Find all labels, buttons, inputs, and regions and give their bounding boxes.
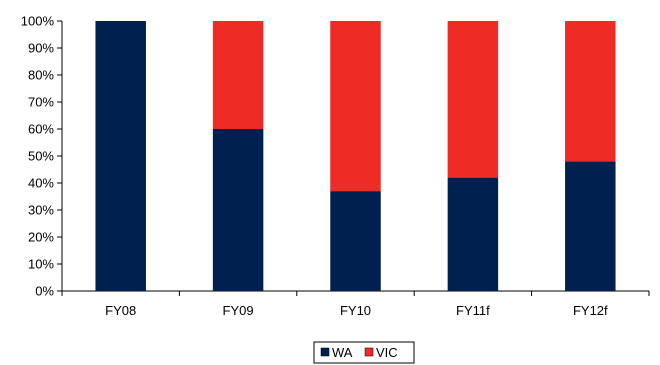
x-tick-label: FY12f bbox=[573, 303, 608, 318]
bar-vic-fy10 bbox=[330, 21, 381, 192]
legend-swatch-vic bbox=[364, 347, 374, 357]
x-axis: FY08 FY09 FY10 FY11f FY12f bbox=[61, 290, 650, 318]
x-tick-label: FY10 bbox=[340, 303, 371, 318]
y-tick-label: 10% bbox=[28, 257, 54, 272]
y-tick-label: 60% bbox=[28, 122, 54, 137]
bar-wa-fy11f bbox=[447, 177, 499, 291]
bar-wa-fy09 bbox=[212, 129, 264, 291]
x-tick-label: FY11f bbox=[456, 303, 490, 318]
legend-label-wa: WA bbox=[332, 345, 353, 360]
x-tick-label: FY09 bbox=[223, 303, 254, 318]
bars bbox=[95, 21, 616, 291]
bar-vic-fy09 bbox=[212, 21, 264, 129]
y-tick-label: 40% bbox=[28, 176, 54, 191]
bar-wa-fy12f bbox=[565, 161, 616, 291]
legend-box bbox=[313, 341, 415, 364]
legend-swatch-wa bbox=[320, 347, 330, 357]
y-tick-label: 90% bbox=[28, 41, 54, 56]
y-tick-label: 100% bbox=[21, 14, 55, 29]
y-axis: 0% 10% 20% 30% 40% 50% 60% 70% 80% 90% 100% bbox=[21, 14, 63, 299]
y-tick-label: 80% bbox=[28, 68, 54, 83]
bar-wa-fy08 bbox=[95, 21, 146, 291]
y-tick-label: 30% bbox=[28, 203, 54, 218]
y-tick-label: 50% bbox=[28, 149, 54, 164]
bar-wa-fy10 bbox=[330, 191, 381, 291]
y-tick-label: 0% bbox=[35, 284, 54, 299]
x-tick-label: FY08 bbox=[105, 303, 136, 318]
legend-label-vic: VIC bbox=[376, 345, 398, 360]
bar-vic-fy12f bbox=[565, 21, 616, 162]
legend: WA VIC bbox=[313, 341, 415, 364]
y-tick-label: 20% bbox=[28, 230, 54, 245]
y-tick-label: 70% bbox=[28, 95, 54, 110]
bar-vic-fy11f bbox=[447, 21, 499, 178]
